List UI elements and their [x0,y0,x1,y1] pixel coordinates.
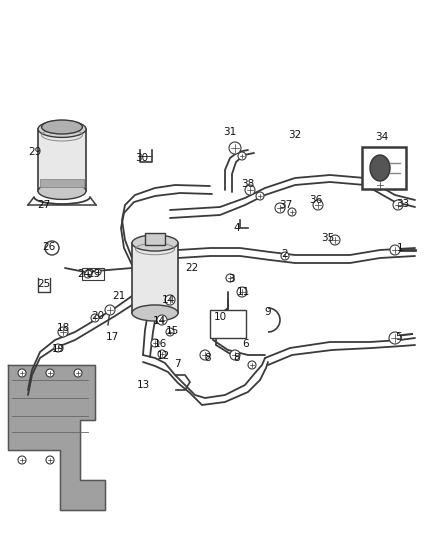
Text: 9: 9 [265,307,271,317]
Text: 4: 4 [234,223,240,233]
Text: 24: 24 [78,269,91,279]
Text: 19: 19 [51,344,65,354]
Text: 38: 38 [241,179,254,189]
Text: 14: 14 [161,295,175,305]
Text: 3: 3 [228,274,234,284]
Text: 18: 18 [57,323,70,333]
Circle shape [281,252,289,260]
Bar [82,268,104,280]
Circle shape [95,269,101,275]
Circle shape [91,314,99,322]
Text: 26: 26 [42,242,56,252]
Circle shape [256,192,264,200]
Circle shape [230,350,240,360]
Text: 36: 36 [309,195,323,205]
Circle shape [229,142,241,154]
Text: 34: 34 [375,132,389,142]
Ellipse shape [38,183,86,199]
Circle shape [166,328,174,336]
Circle shape [84,270,92,278]
Text: 17: 17 [106,332,119,342]
Circle shape [375,180,385,190]
Circle shape [390,245,400,255]
Text: 22: 22 [185,263,198,273]
Circle shape [275,203,285,213]
Circle shape [238,152,246,160]
Circle shape [330,235,340,245]
Circle shape [165,295,175,305]
Text: 27: 27 [37,200,51,210]
Text: 8: 8 [234,353,240,363]
Circle shape [389,332,401,344]
Circle shape [158,350,166,358]
Circle shape [200,350,210,360]
Text: 20: 20 [92,311,105,321]
Circle shape [245,185,255,195]
Text: 6: 6 [243,339,249,349]
Ellipse shape [370,155,390,181]
Circle shape [18,369,26,377]
Bar [210,310,246,338]
Circle shape [248,361,256,369]
Circle shape [226,274,234,282]
Text: 25: 25 [37,279,51,289]
Bar [145,233,165,245]
Text: 10: 10 [213,312,226,322]
Text: 30: 30 [135,153,148,163]
Circle shape [46,456,54,464]
Text: 1: 1 [397,243,403,253]
Text: 35: 35 [321,233,335,243]
Ellipse shape [132,235,178,251]
Text: 21: 21 [113,291,126,301]
Text: 15: 15 [166,326,179,336]
Polygon shape [8,365,105,510]
Circle shape [393,200,403,210]
Text: 16: 16 [153,339,166,349]
Text: 29: 29 [28,147,42,157]
Text: 7: 7 [174,359,180,369]
Circle shape [45,241,59,255]
Circle shape [46,369,54,377]
Bar [132,243,178,313]
Text: 23: 23 [87,269,101,279]
Circle shape [288,208,296,216]
Text: 31: 31 [223,127,237,137]
Ellipse shape [132,305,178,321]
Text: 8: 8 [205,353,211,363]
Bar [38,129,86,191]
Text: 32: 32 [288,130,302,140]
Text: 13: 13 [136,380,150,390]
Text: 33: 33 [396,199,410,209]
Bar [362,147,406,189]
Circle shape [54,344,62,352]
Text: 5: 5 [395,332,401,342]
Circle shape [18,456,26,464]
Text: 14: 14 [152,316,166,326]
Text: 2: 2 [282,249,288,259]
Circle shape [105,305,115,315]
Circle shape [157,315,167,325]
Circle shape [313,200,323,210]
Bar [40,179,84,187]
Ellipse shape [38,120,86,138]
Circle shape [74,369,82,377]
Circle shape [151,339,159,347]
Text: 12: 12 [156,351,170,361]
Ellipse shape [42,120,82,134]
Circle shape [237,287,247,297]
Circle shape [58,327,68,337]
Text: 37: 37 [279,200,293,210]
Text: 11: 11 [237,287,250,297]
